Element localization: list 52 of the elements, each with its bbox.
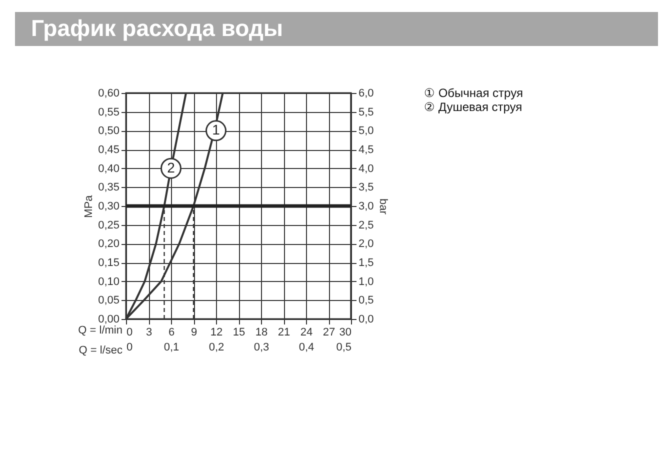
y-tick-label: 0,15 [98, 257, 120, 269]
x2-tick-label: 0 [126, 342, 133, 354]
y2-tick-label: 1,0 [358, 276, 374, 288]
text: ② Душевая струя [424, 100, 522, 114]
y2-tick-label: 0,5 [358, 294, 374, 307]
y-tick-label: 0,00 [98, 314, 120, 326]
y2-tick-label: 5,5 [358, 106, 374, 118]
y-tick-label: 0,35 [98, 182, 120, 194]
y2-tick-label: 2,5 [358, 219, 374, 232]
x-tick-label: 27 [322, 326, 336, 338]
x-tick-label: 30 [339, 326, 352, 338]
y2-tick-label: 2,0 [358, 238, 374, 250]
x-tick-label: 18 [255, 326, 268, 338]
x2-tick-label: 0,3 [254, 342, 270, 354]
x-axis-title: Q = l/min [78, 324, 122, 336]
x2-axis-title: Q = l/sec [78, 344, 123, 356]
x2-tick-label: 0,4 [298, 342, 314, 354]
x-tick-label: 21 [278, 326, 290, 338]
x-tick-label: 15 [232, 326, 246, 338]
annotation: 1 [212, 122, 220, 138]
y2-tick-label: 1,5 [358, 257, 374, 269]
y2-tick-label: 3,0 [358, 200, 374, 212]
x-tick-label: 24 [300, 326, 313, 338]
x-tick-label: 3 [146, 326, 152, 338]
x2-tick-label: 0,2 [208, 342, 224, 354]
y2-axis-title: bar [376, 198, 389, 215]
x-tick-label: 6 [168, 326, 175, 338]
y-tick-label: 0,50 [98, 125, 120, 138]
chart-title: График расхода воды [31, 15, 284, 41]
y-tick-label: 0,05 [98, 294, 120, 307]
y-tick-label: 0,60 [98, 88, 120, 100]
y2-tick-label: 4,5 [358, 144, 374, 156]
y-tick-label: 0,10 [98, 276, 120, 288]
y-tick-label: 0,55 [98, 106, 120, 118]
y2-tick-label: 6,0 [358, 88, 374, 100]
text: ① Обычная струя [424, 86, 523, 100]
y-axis-title: MPa [83, 194, 96, 218]
x2-tick-label: 0,5 [336, 342, 352, 354]
y2-tick-label: 5,0 [358, 125, 374, 138]
y-tick-label: 0,25 [98, 219, 120, 232]
x-tick-label: 9 [190, 326, 198, 338]
x2-tick-label: 0,1 [164, 342, 180, 354]
y2-tick-label: 4,0 [358, 162, 374, 175]
y-tick-label: 0,30 [98, 200, 120, 212]
annotation: 2 [167, 159, 176, 176]
y-tick-label: 0,40 [98, 162, 120, 175]
y2-tick-label: 0,0 [358, 314, 374, 326]
y-tick-label: 0,20 [98, 238, 120, 250]
y-tick-label: 0,45 [98, 144, 120, 156]
y2-tick-label: 3,5 [358, 182, 374, 194]
x-tick-label: 0 [126, 326, 133, 338]
x-tick-label: 12 [210, 326, 223, 338]
